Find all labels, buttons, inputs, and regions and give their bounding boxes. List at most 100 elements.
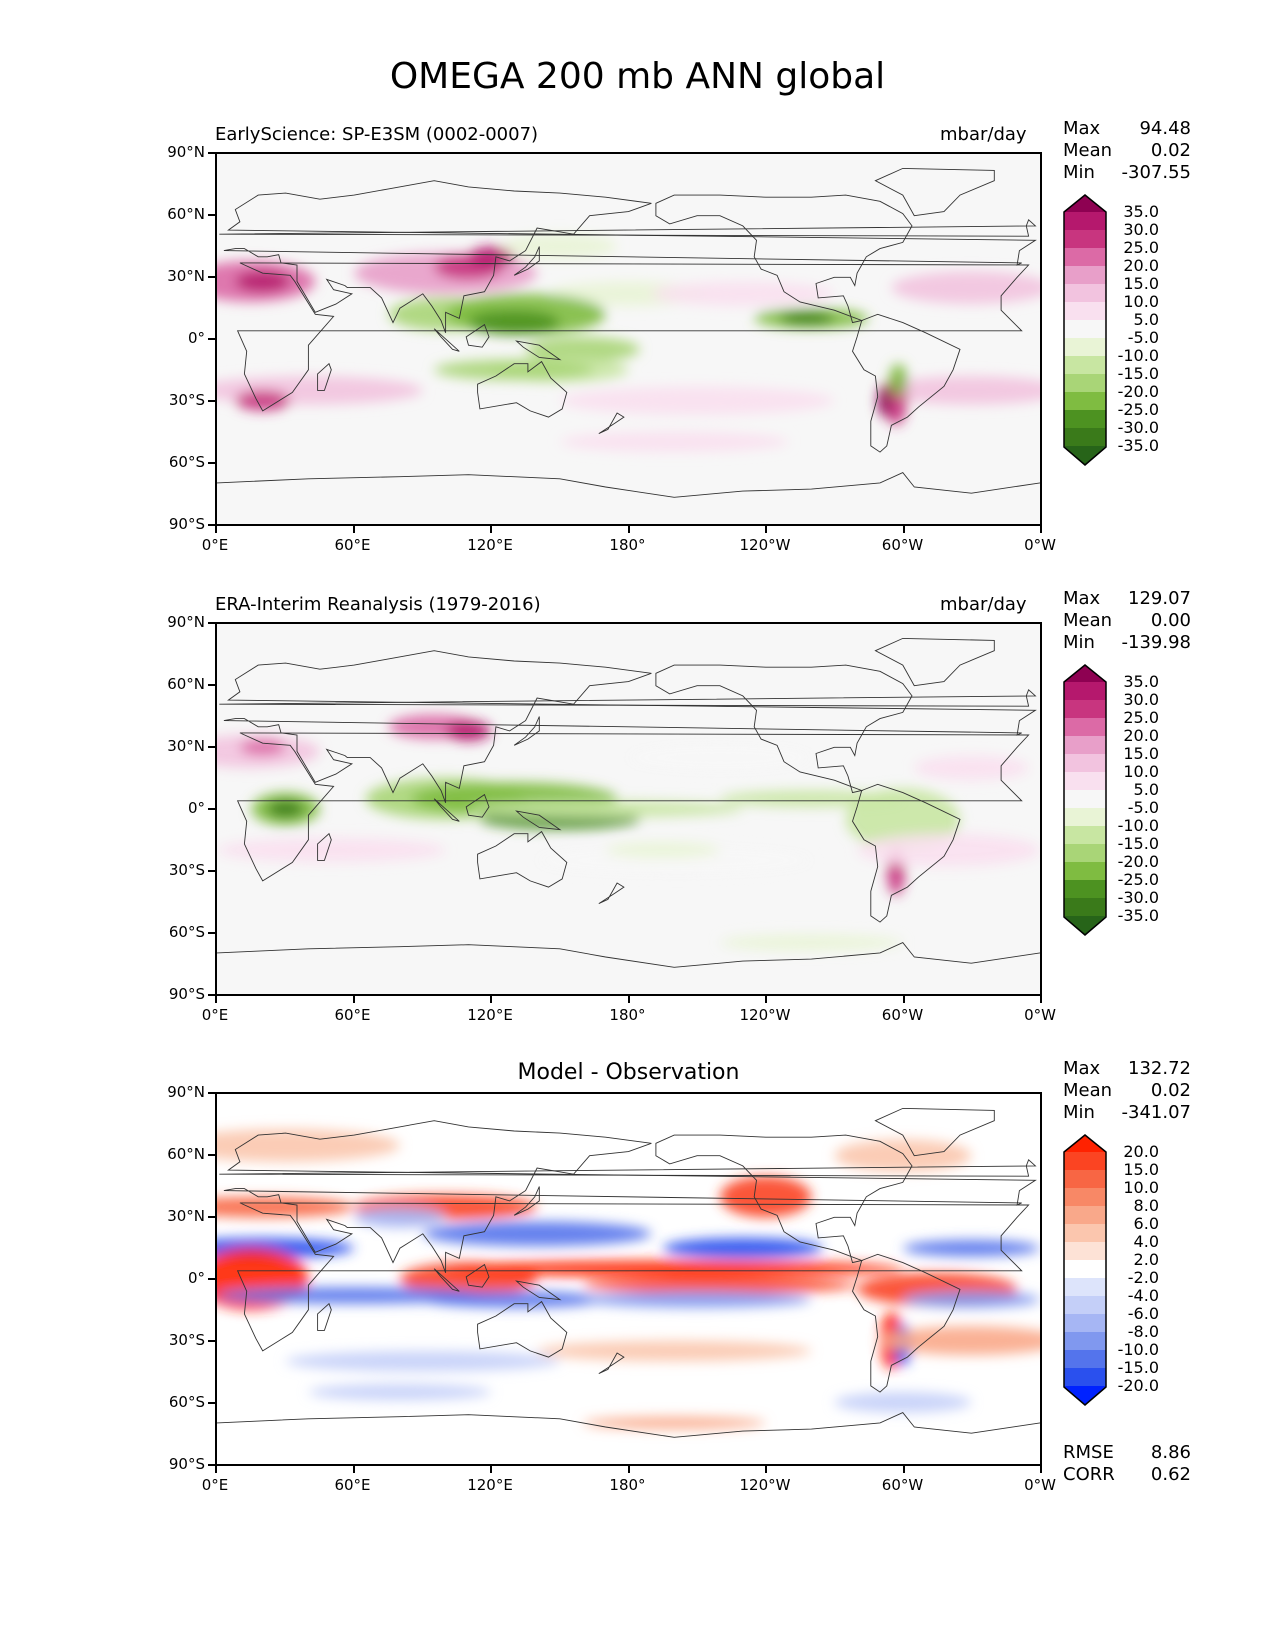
max-label: Max xyxy=(1063,588,1101,609)
coastline-samerica xyxy=(852,313,961,453)
y-tick-mark xyxy=(208,524,215,526)
colorbar-segment xyxy=(1064,284,1106,302)
field-region-8 xyxy=(902,1239,1040,1257)
field-region-15 xyxy=(559,386,835,416)
field-region-4 xyxy=(217,1128,400,1162)
x-tick-mark xyxy=(352,526,355,533)
max-value: 94.48 xyxy=(1139,118,1191,139)
field-region-26 xyxy=(582,1416,766,1430)
colorbar-segment xyxy=(1064,1135,1106,1152)
colorbar-segment xyxy=(1064,916,1106,935)
colorbar-segment xyxy=(1064,826,1106,844)
colorbar-tick-label: -6.0 xyxy=(1127,1304,1159,1323)
x-tick-label: 0°E xyxy=(201,1006,229,1024)
y-tick-mark xyxy=(208,808,215,810)
colorbar-tick-label: -20.0 xyxy=(1117,1376,1159,1395)
y-tick-mark xyxy=(208,684,215,686)
coastline-borneo xyxy=(465,323,490,348)
colorbar-segment xyxy=(1064,1242,1106,1260)
y-tick-label: 30°N xyxy=(167,1207,205,1225)
field-region-17 xyxy=(857,833,1040,867)
max-value: 129.07 xyxy=(1128,588,1191,609)
x-tick-label: 0°W xyxy=(1024,1476,1056,1494)
colorbar-tick-label: 10.0 xyxy=(1123,1178,1159,1197)
x-tick-mark xyxy=(1040,526,1042,533)
coastline-greenland xyxy=(874,167,995,217)
colorbar-svg xyxy=(1063,664,1107,936)
field-region-4 xyxy=(468,246,515,268)
field-region-24 xyxy=(308,1383,492,1401)
x-tick-label: 60°W xyxy=(881,536,924,554)
field-region-11 xyxy=(468,800,743,818)
mean-label: Mean xyxy=(1063,610,1113,631)
error-stats-box: RMSE 8.86 CORR 0.62 xyxy=(1063,1442,1191,1486)
map-plot xyxy=(215,622,1042,996)
colorbar-segment xyxy=(1064,1188,1106,1206)
coastline-borneo xyxy=(465,1263,490,1288)
rmse-label: RMSE xyxy=(1063,1442,1114,1463)
colorbar-tick-label: -20.0 xyxy=(1117,382,1159,401)
x-tick-mark xyxy=(765,526,767,533)
x-tick-label: 0°W xyxy=(1024,1006,1056,1024)
y-tick-mark xyxy=(208,152,215,154)
x-tick-mark xyxy=(765,1466,767,1473)
mean-label: Mean xyxy=(1063,1080,1113,1101)
y-tick-label: 90°N xyxy=(167,1083,205,1101)
field-region-21 xyxy=(879,1326,1040,1356)
colorbar-tick-label: 8.0 xyxy=(1133,1196,1159,1215)
coastline-madagascar xyxy=(317,1302,332,1331)
colorbar-outline xyxy=(1063,664,1107,936)
coastline-antarctica xyxy=(217,1412,1040,1438)
x-tick-mark xyxy=(215,526,217,533)
field-region-17 xyxy=(582,1291,812,1308)
colorbar-segment xyxy=(1064,1350,1106,1368)
y-tick-label: 90°S xyxy=(168,515,205,533)
y-tick-label: 60°S xyxy=(168,453,205,471)
colorbar-segment xyxy=(1064,1152,1106,1170)
field-region-21 xyxy=(889,363,908,397)
field-region-18 xyxy=(235,390,291,411)
field-region-14 xyxy=(779,312,835,325)
colorbar-segment xyxy=(1064,682,1106,700)
y-tick-label: 30°S xyxy=(168,391,205,409)
x-tick-mark xyxy=(490,1466,492,1473)
colorbar-tick-label: -20.0 xyxy=(1117,852,1159,871)
min-value: -307.55 xyxy=(1121,162,1191,183)
colorbar-segment xyxy=(1064,374,1106,392)
field-region-3 xyxy=(445,720,492,742)
colorbar-segment xyxy=(1064,790,1106,808)
colorbar-tick-label: -10.0 xyxy=(1117,346,1159,365)
min-value: -341.07 xyxy=(1121,1102,1191,1123)
x-tick-mark xyxy=(902,526,905,533)
colorbar-tick-label: 4.0 xyxy=(1133,1232,1159,1251)
x-tick-mark xyxy=(352,996,355,1003)
y-tick-label: 60°N xyxy=(167,1145,205,1163)
coastline-nz xyxy=(598,1352,625,1375)
x-tick-label: 120°E xyxy=(467,536,513,554)
colorbar-segment xyxy=(1064,1260,1106,1278)
colorbar-tick-label: -5.0 xyxy=(1127,798,1159,817)
colorbar-segment xyxy=(1064,302,1106,320)
colorbar-tick-label: 25.0 xyxy=(1123,708,1159,727)
colorbar-segment xyxy=(1064,718,1106,736)
x-tick-label: 0°E xyxy=(201,1476,229,1494)
y-tick-label: 90°N xyxy=(167,143,205,161)
panel-reference: ERA-Interim Reanalysis (1979-2016) mbar/… xyxy=(0,588,1275,1048)
colorbar-tick-label: 6.0 xyxy=(1133,1214,1159,1233)
colorbar-segment xyxy=(1064,266,1106,284)
colorbar-outline xyxy=(1063,1134,1107,1406)
field-region-23 xyxy=(502,234,618,259)
colorbar-tick-label: 10.0 xyxy=(1123,292,1159,311)
field-region-24 xyxy=(434,359,595,381)
x-tick-mark xyxy=(902,1466,905,1473)
colorbar-segment xyxy=(1064,862,1106,880)
colorbar-tick-label: -25.0 xyxy=(1117,870,1159,889)
map-plot xyxy=(215,152,1042,526)
field-region-15 xyxy=(217,1287,492,1304)
colorbar-tick-label: 25.0 xyxy=(1123,238,1159,257)
coastline-eurasia xyxy=(223,650,1037,803)
colorbar-svg xyxy=(1063,1134,1107,1406)
y-tick-mark xyxy=(208,1216,215,1218)
colorbar-segment xyxy=(1064,410,1106,428)
coastline-africa xyxy=(236,262,1030,412)
